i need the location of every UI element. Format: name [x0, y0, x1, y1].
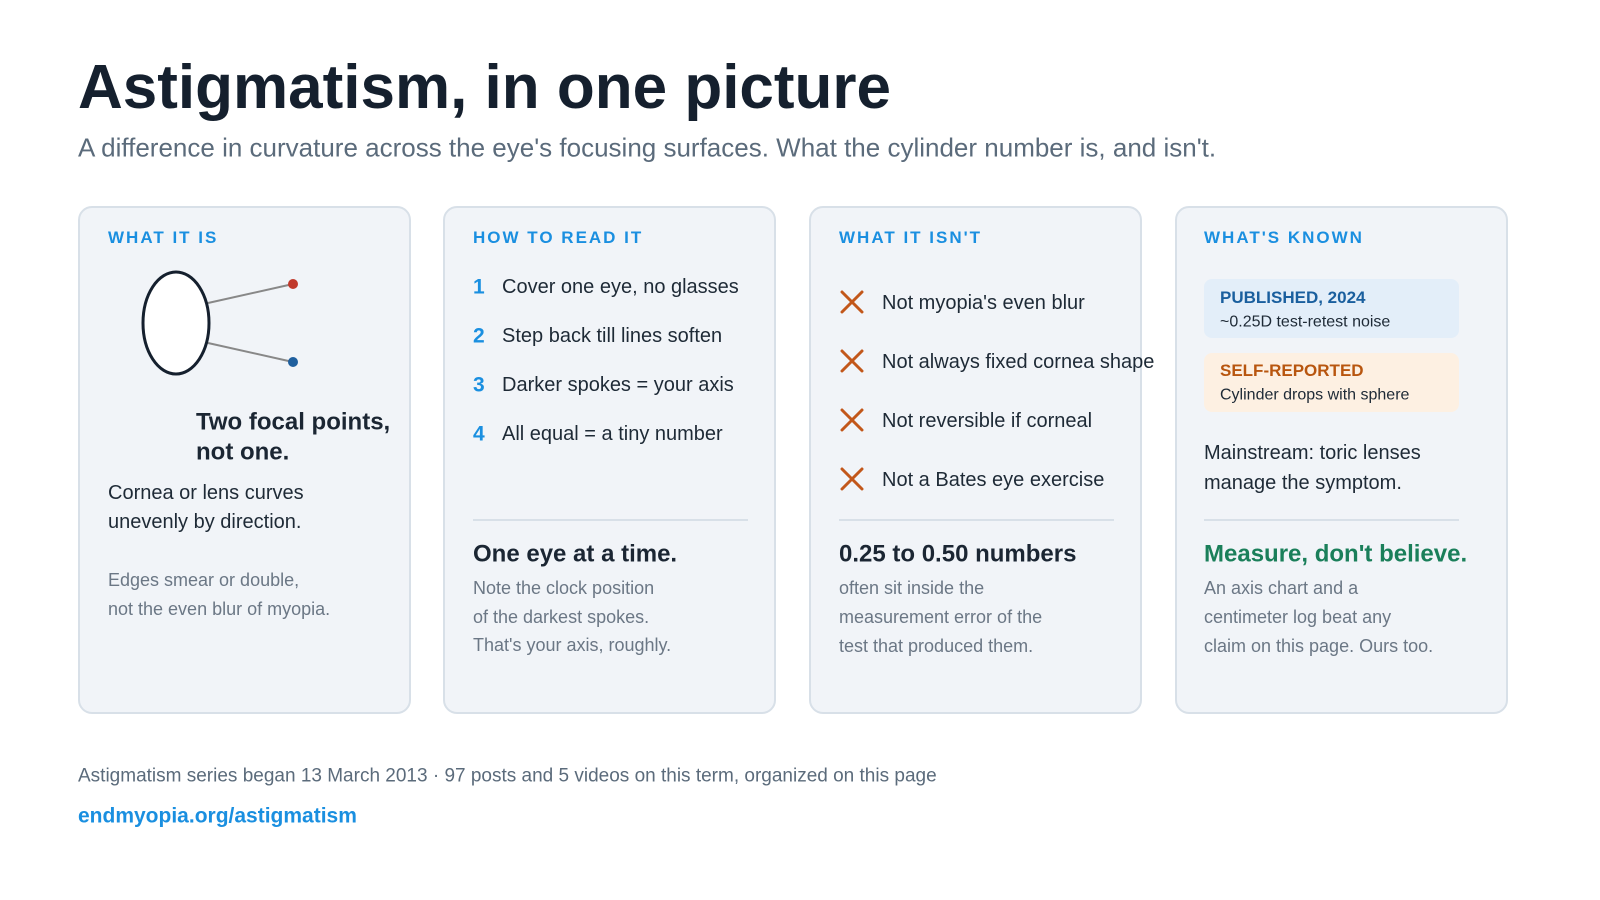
title: Astigmatism, in one picture	[78, 52, 892, 122]
note: That's your axis, roughly.	[473, 635, 672, 656]
headline: Measure, don't believe.	[1204, 540, 1468, 568]
focal-ray	[207, 283, 294, 304]
body-text: Mainstream: toric lenses	[1204, 442, 1421, 464]
focal-ray	[207, 342, 294, 363]
card	[809, 206, 1142, 714]
divider	[1204, 519, 1459, 521]
card-label: WHAT IT IS	[108, 227, 219, 247]
note: test that produced them.	[839, 636, 1034, 657]
focal-point	[288, 357, 298, 367]
badge-label: PUBLISHED, 2024	[1220, 287, 1366, 307]
step-text: All equal = a tiny number	[502, 423, 723, 445]
lens	[141, 270, 211, 376]
badge-text: ~0.25D test-retest noise	[1220, 313, 1391, 331]
step-number: 3	[473, 373, 485, 397]
badge	[1204, 353, 1459, 412]
card-label: WHAT'S KNOWN	[1204, 227, 1364, 247]
item-text: Not always fixed cornea shape	[882, 351, 1155, 373]
badge	[1204, 279, 1459, 338]
step-text: Darker spokes = your axis	[502, 374, 734, 396]
footer-note: Astigmatism series began 13 March 2013 ·…	[78, 765, 937, 787]
step-number: 1	[473, 275, 485, 299]
note: of the darkest spokes.	[473, 607, 650, 628]
subtitle: A difference in curvature across the eye…	[78, 132, 1217, 163]
card-label: HOW TO READ IT	[473, 227, 644, 247]
divider	[473, 519, 748, 521]
item-text: Not reversible if corneal	[882, 410, 1093, 432]
headline: not one.	[196, 438, 290, 466]
divider	[839, 519, 1114, 521]
note: centimeter log beat any	[1204, 607, 1392, 628]
card-label: WHAT IT ISN'T	[839, 227, 983, 247]
step-number: 2	[473, 324, 485, 348]
eye-diagram	[141, 270, 298, 376]
cross-icon	[840, 290, 864, 314]
step-number: 4	[473, 422, 485, 446]
cross-icons	[840, 290, 864, 491]
note: Edges smear or double,	[108, 570, 300, 591]
body-text: unevenly by direction.	[108, 511, 302, 533]
item-text: Not a Bates eye exercise	[882, 469, 1105, 491]
note: Note the clock position	[473, 578, 655, 599]
note: often sit inside the	[839, 578, 985, 599]
note: not the even blur of myopia.	[108, 599, 331, 620]
badge-label: SELF-REPORTED	[1220, 360, 1364, 380]
headline: 0.25 to 0.50 numbers	[839, 540, 1077, 568]
body-text: Cornea or lens curves	[108, 482, 304, 504]
badge-text: Cylinder drops with sphere	[1220, 386, 1410, 404]
card	[78, 206, 411, 714]
note: measurement error of the	[839, 607, 1043, 628]
footer-link[interactable]: endmyopia.org/astigmatism	[78, 804, 357, 828]
step-text: Cover one eye, no glasses	[502, 276, 739, 298]
headline: One eye at a time.	[473, 540, 678, 568]
note: claim on this page. Ours too.	[1204, 636, 1434, 657]
note: An axis chart and a	[1204, 578, 1359, 599]
item-text: Not myopia's even blur	[882, 292, 1085, 314]
cross-icon	[840, 467, 864, 491]
card	[443, 206, 776, 714]
step-text: Step back till lines soften	[502, 325, 723, 347]
body-text: manage the symptom.	[1204, 472, 1402, 494]
focal-point	[288, 279, 298, 289]
cross-icon	[840, 408, 864, 432]
cross-icon	[840, 349, 864, 373]
headline: Two focal points,	[196, 408, 391, 436]
